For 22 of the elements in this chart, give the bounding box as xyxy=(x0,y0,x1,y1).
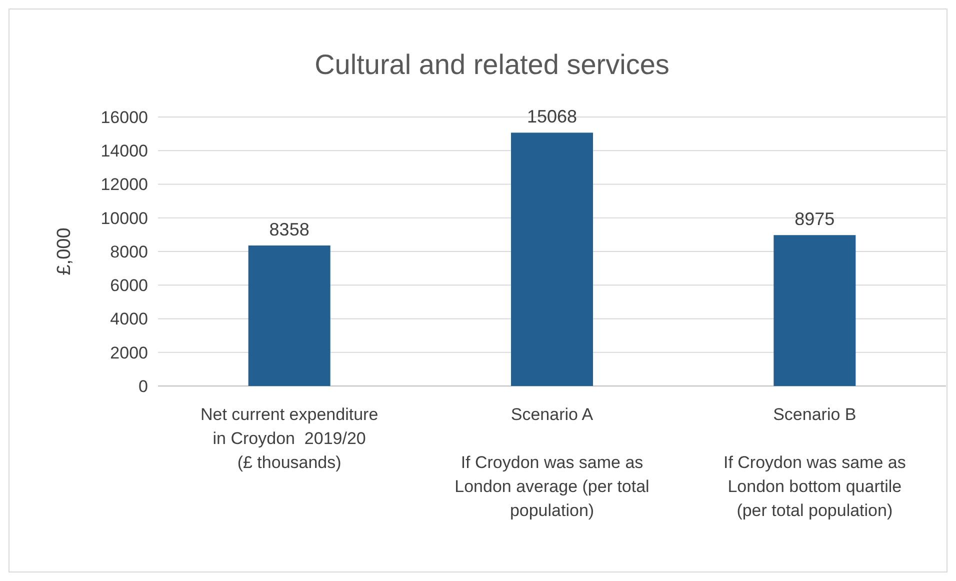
y-tick-label: 16000 xyxy=(100,108,148,127)
x-tick-label: Scenario B xyxy=(773,405,856,424)
x-tick-label: Net current expenditure in Croydon 2019/20 (£ thousands) xyxy=(200,405,378,472)
x-tick-label: Scenario A xyxy=(510,405,594,424)
y-tick-label: 8000 xyxy=(110,242,148,262)
scenario-note: If Croydon was same as London average (per total population) xyxy=(454,453,650,520)
data-label: 15068 xyxy=(526,106,578,127)
y-tick-label: 10000 xyxy=(100,208,148,228)
y-tick-label: 12000 xyxy=(100,175,148,194)
data-label: 8975 xyxy=(794,209,835,230)
scenario-note: If Croydon was same as London bottom quartile (per total population) xyxy=(723,453,906,520)
bar xyxy=(248,245,330,386)
y-tick-label: 0 xyxy=(138,376,148,396)
bar xyxy=(774,235,856,386)
y-tick-label: 2000 xyxy=(110,343,148,362)
y-tick-label: 6000 xyxy=(110,276,148,296)
data-label: 8358 xyxy=(269,219,310,240)
y-tick-label: 4000 xyxy=(110,310,148,329)
y-axis-title: £,000 xyxy=(54,228,75,276)
chart-title: Cultural and related services xyxy=(314,49,670,80)
y-tick-label: 14000 xyxy=(100,142,148,161)
bar xyxy=(511,132,593,386)
